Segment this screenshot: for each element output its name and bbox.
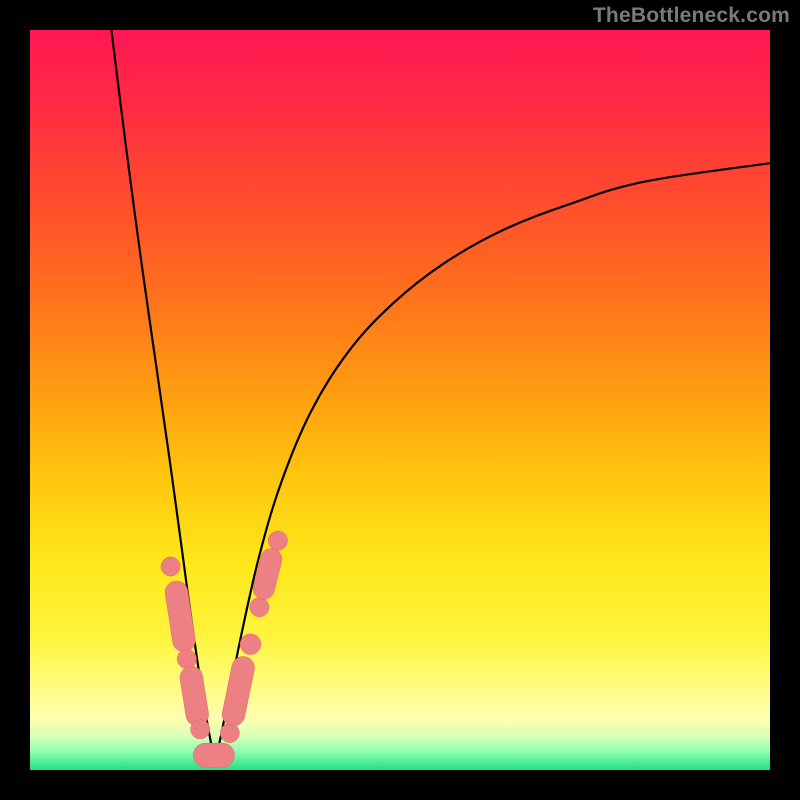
marker-dot xyxy=(250,598,269,617)
curve-left-branch xyxy=(111,30,215,764)
marker-dot xyxy=(177,649,196,668)
marker-pill xyxy=(191,678,197,715)
figure-root: TheBottleneck.com xyxy=(0,0,800,800)
marker-pill xyxy=(234,668,244,715)
marker-dot xyxy=(191,720,210,739)
curve-right-branch xyxy=(215,163,770,764)
marker-dot xyxy=(161,557,180,576)
watermark-text: TheBottleneck.com xyxy=(593,4,790,28)
marker-dot xyxy=(240,634,261,655)
chart-svg xyxy=(0,0,800,800)
marker-dot xyxy=(220,723,239,742)
marker-dot xyxy=(268,531,287,550)
marker-pill xyxy=(264,559,271,589)
marker-pill xyxy=(177,592,184,640)
